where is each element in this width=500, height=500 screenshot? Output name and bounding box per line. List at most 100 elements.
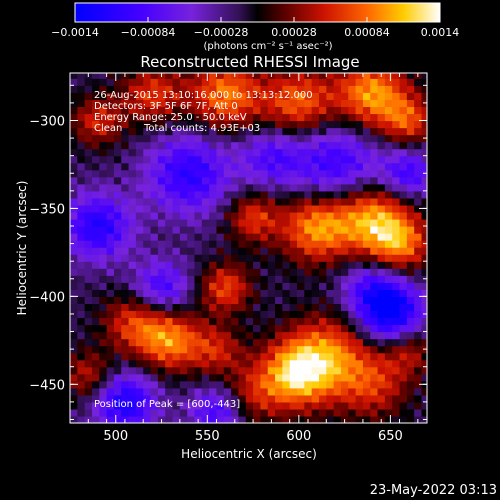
- heatmap-cell: [348, 380, 357, 389]
- heatmap-cell: [77, 73, 86, 79]
- heatmap-cell: [231, 387, 240, 396]
- heatmap-cell: [289, 401, 298, 410]
- heatmap-cell: [318, 204, 327, 213]
- heatmap-cell: [377, 275, 386, 283]
- heatmap-cell: [91, 85, 100, 93]
- heatmap-cell: [406, 387, 415, 396]
- heatmap-cell: [267, 338, 276, 347]
- heatmap-cell: [231, 92, 240, 100]
- heatmap-cell: [282, 120, 291, 129]
- heatmap-cell: [399, 352, 408, 361]
- heatmap-cell: [216, 204, 225, 213]
- heatmap-cell: [91, 317, 100, 326]
- heatmap-cell: [304, 380, 313, 389]
- heatmap-cell: [194, 127, 203, 136]
- heatmap-cell: [333, 240, 342, 248]
- heatmap-cell: [377, 261, 386, 269]
- heatmap-cell: [231, 106, 240, 115]
- heatmap-cell: [318, 176, 327, 185]
- heatmap-cell: [106, 113, 115, 122]
- heatmap-cell: [216, 394, 225, 403]
- heatmap-cell: [326, 183, 335, 192]
- heatmap-cell: [77, 120, 86, 129]
- heatmap-cell: [223, 394, 232, 403]
- heatmap-cell: [370, 261, 379, 269]
- heatmap-cell: [289, 176, 298, 185]
- heatmap-cell: [194, 373, 203, 382]
- heatmap-cell: [260, 240, 269, 248]
- heatmap-cell: [260, 359, 269, 368]
- heatmap-cell: [157, 261, 166, 269]
- heatmap-cell: [106, 254, 115, 262]
- heatmap-cell: [421, 73, 427, 79]
- heatmap-cell: [260, 289, 269, 297]
- heatmap-cell: [194, 197, 203, 206]
- heatmap-cell: [370, 380, 379, 389]
- heatmap-cell: [362, 162, 371, 171]
- heatmap-cell: [340, 331, 349, 340]
- heatmap-cell: [414, 155, 423, 164]
- heatmap-cell: [355, 380, 364, 389]
- heatmap-cell: [275, 401, 283, 410]
- heatmap-cell: [289, 162, 298, 171]
- heatmap-cell: [77, 303, 86, 312]
- heatmap-cell: [238, 282, 247, 290]
- heatmap-cell: [150, 197, 159, 206]
- heatmap-cell: [348, 261, 357, 269]
- heatmap-cell: [377, 387, 386, 396]
- heatmap-cell: [128, 204, 137, 213]
- heatmap-cell: [326, 113, 335, 122]
- heatmap-cell: [172, 162, 181, 171]
- heatmap-cell: [194, 380, 203, 389]
- heatmap-cell: [135, 415, 144, 423]
- heatmap-cell: [362, 394, 371, 403]
- heatmap-cell: [99, 92, 108, 100]
- heatmap-cell: [201, 106, 210, 115]
- heatmap-cell: [165, 162, 174, 171]
- heatmap-cell: [355, 289, 364, 297]
- heatmap-cell: [333, 106, 342, 115]
- heatmap-cell: [399, 197, 408, 206]
- heatmap-cell: [275, 120, 283, 129]
- heatmap-cell: [231, 240, 240, 248]
- heatmap-cell: [326, 359, 335, 368]
- heatmap-cell: [91, 169, 100, 178]
- heatmap-cell: [157, 373, 166, 382]
- heatmap-cell: [355, 310, 364, 319]
- heatmap-cell: [223, 359, 232, 368]
- heatmap-cell: [289, 190, 298, 199]
- heatmap-cell: [318, 155, 327, 164]
- heatmap-cell: [355, 317, 364, 326]
- heatmap-cell: [113, 268, 122, 276]
- heatmap-cell: [91, 345, 100, 354]
- heatmap-cell: [238, 127, 247, 136]
- heatmap-cell: [238, 233, 247, 241]
- heatmap-cell: [84, 99, 93, 108]
- heatmap-cell: [355, 268, 364, 276]
- heatmap-cell: [187, 387, 196, 396]
- heatmap-cell: [260, 204, 269, 213]
- heatmap-cell: [289, 127, 298, 136]
- heatmap-cell: [340, 211, 349, 220]
- heatmap-cell: [150, 254, 159, 262]
- heatmap-cell: [172, 141, 181, 150]
- heatmap-cell: [128, 268, 137, 276]
- heatmap-cell: [165, 120, 174, 129]
- heatmap-cell: [275, 296, 283, 305]
- heatmap-cell: [253, 78, 261, 86]
- heatmap-cell: [399, 310, 408, 319]
- heatmap-cell: [77, 85, 86, 93]
- heatmap-cell: [150, 380, 159, 389]
- heatmap-cell: [340, 282, 349, 290]
- heatmap-cell: [414, 78, 423, 86]
- heatmap-cell: [297, 401, 305, 410]
- heatmap-cell: [392, 197, 401, 206]
- heatmap-cell: [113, 211, 122, 220]
- heatmap-cell: [362, 120, 371, 129]
- heatmap-cell: [267, 275, 276, 283]
- heatmap-cell: [128, 99, 137, 108]
- heatmap-cell: [399, 148, 408, 157]
- heatmap-cell: [392, 268, 401, 276]
- heatmap-cell: [223, 317, 232, 326]
- heatmap-cell: [267, 373, 276, 382]
